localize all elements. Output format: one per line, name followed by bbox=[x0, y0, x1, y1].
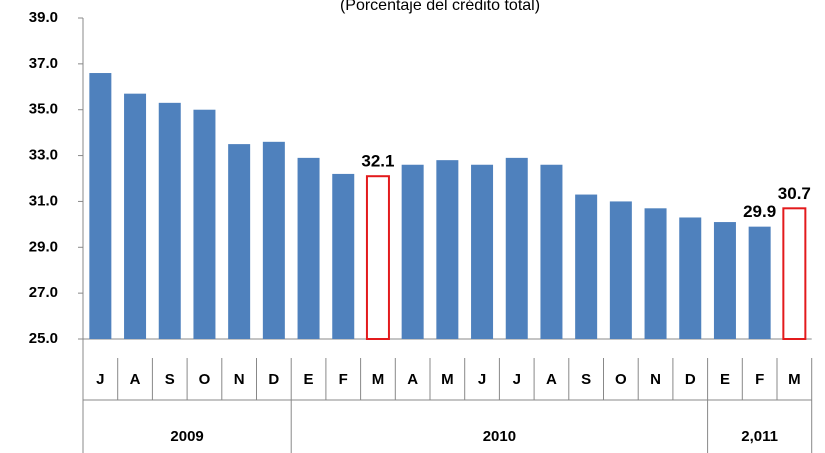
x-tick-label: J bbox=[478, 371, 486, 388]
y-tick-label: 39.0 bbox=[29, 9, 58, 26]
value-label: 32.1 bbox=[361, 152, 394, 171]
bar bbox=[575, 194, 598, 339]
y-tick-label: 27.0 bbox=[29, 284, 58, 301]
x-tick-label: E bbox=[304, 371, 314, 388]
bar bbox=[297, 157, 320, 339]
bar bbox=[401, 164, 424, 339]
x-tick-label: O bbox=[199, 371, 211, 388]
x-tick-label: J bbox=[96, 371, 104, 388]
x-tick-label: A bbox=[407, 371, 418, 388]
bar bbox=[365, 175, 390, 340]
x-tick-label: E bbox=[720, 371, 730, 388]
bar bbox=[748, 226, 771, 339]
bar bbox=[262, 141, 285, 339]
bar bbox=[505, 157, 528, 339]
bar bbox=[540, 164, 563, 339]
bar bbox=[644, 208, 667, 339]
x-tick-label: F bbox=[755, 371, 764, 388]
bar bbox=[193, 109, 216, 339]
x-tick-label: A bbox=[546, 371, 557, 388]
x-tick-label: O bbox=[615, 371, 627, 388]
x-tick-label: D bbox=[268, 371, 279, 388]
x-tick-label: S bbox=[165, 371, 175, 388]
bar bbox=[609, 201, 632, 339]
bar bbox=[332, 173, 355, 339]
y-tick-label: 31.0 bbox=[29, 192, 58, 209]
bar bbox=[124, 93, 147, 340]
value-label: 29.9 bbox=[743, 202, 776, 221]
value-label: 30.7 bbox=[778, 184, 811, 203]
y-tick-label: 37.0 bbox=[29, 55, 58, 72]
bar bbox=[228, 144, 251, 339]
x-tick-label: S bbox=[581, 371, 591, 388]
group-label: 2010 bbox=[483, 428, 516, 445]
x-tick-label: N bbox=[234, 371, 245, 388]
bar bbox=[436, 160, 459, 339]
bar bbox=[679, 217, 702, 339]
y-tick-label: 25.0 bbox=[29, 330, 58, 347]
x-tick-label: F bbox=[339, 371, 348, 388]
group-label: 2009 bbox=[170, 428, 203, 445]
y-tick-label: 35.0 bbox=[29, 101, 58, 118]
x-tick-label: M bbox=[441, 371, 454, 388]
x-tick-label: N bbox=[650, 371, 661, 388]
bar bbox=[89, 73, 112, 340]
bar bbox=[782, 207, 807, 340]
group-label: 2,011 bbox=[741, 428, 778, 445]
x-tick-label: D bbox=[685, 371, 696, 388]
y-tick-label: 33.0 bbox=[29, 147, 58, 164]
bar bbox=[471, 164, 494, 339]
bar bbox=[158, 102, 181, 339]
x-tick-label: M bbox=[372, 371, 385, 388]
x-tick-label: A bbox=[130, 371, 141, 388]
y-tick-label: 29.0 bbox=[29, 238, 58, 255]
chart-subtitle: (Porcentaje del crédito total) bbox=[340, 0, 540, 14]
bar bbox=[713, 222, 736, 339]
x-tick-label: M bbox=[788, 371, 801, 388]
x-tick-label: J bbox=[513, 371, 521, 388]
